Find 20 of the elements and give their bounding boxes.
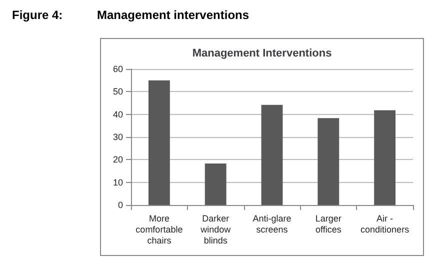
y-tick-label: 50	[112, 86, 123, 97]
y-tick-label: 20	[112, 154, 123, 165]
caption: Figure 4:	[12, 8, 63, 22]
x-tick-label: Darker window blinds	[200, 214, 232, 246]
bar	[261, 104, 283, 205]
y-tick-label: 0	[118, 200, 123, 210]
bar	[318, 118, 340, 205]
y-tick-label: 10	[112, 177, 123, 188]
bar	[204, 164, 226, 205]
bar	[374, 110, 396, 205]
x-tick-label: More comfortable chairs	[136, 214, 183, 246]
y-tick-label: 40	[112, 109, 123, 120]
text: Management interventions	[97, 8, 250, 22]
bar	[148, 80, 170, 205]
x-tick-label: Anti-glare screens	[252, 214, 292, 234]
chart-title: Management Interventions	[192, 48, 332, 60]
x-tick-label: Larger offices	[315, 214, 342, 234]
x-tick-label: Air - conditioners	[360, 214, 410, 234]
y-tick-label: 30	[112, 132, 123, 142]
y-tick-label: 60	[112, 64, 123, 74]
